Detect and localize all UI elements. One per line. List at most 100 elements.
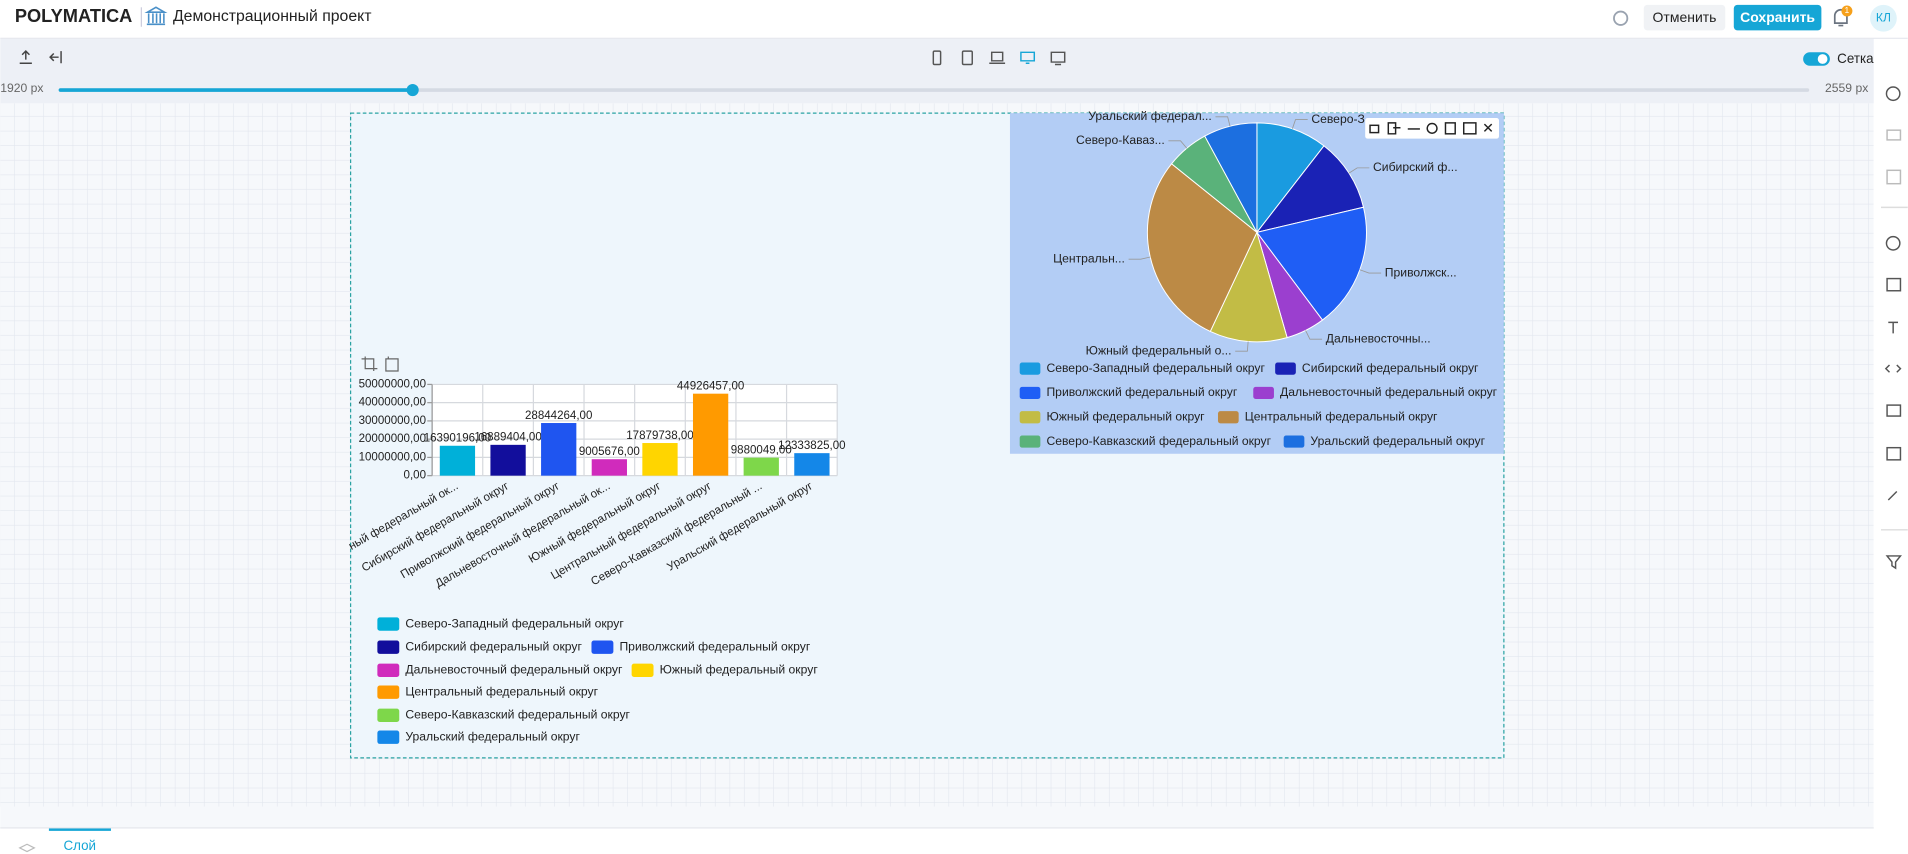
legend-swatch (1217, 411, 1239, 424)
min-width: 1920 px (0, 81, 43, 95)
slice-label: Северо-З... (1311, 112, 1375, 126)
icon-copy[interactable] (1444, 122, 1456, 135)
bar (490, 444, 526, 476)
transform-icon[interactable] (361, 356, 378, 372)
legend-label: Уральский федеральный округ (1310, 434, 1485, 448)
legend-swatch (1019, 411, 1041, 424)
footer (0, 827, 1874, 854)
icon-palette[interactable] (1885, 86, 1901, 102)
y-tick-label: 20000000,00 (359, 433, 426, 445)
y-tick-label: 10000000,00 (359, 451, 426, 463)
legend-swatch (591, 640, 614, 654)
bar (692, 393, 729, 476)
legend-label: Дальневосточный федеральный округ (1280, 385, 1498, 399)
device-laptop[interactable] (989, 51, 1006, 64)
legend-swatch (1019, 435, 1041, 448)
label-leader (1128, 256, 1151, 260)
grid-toggle-knob (1817, 54, 1828, 64)
notification-count: 1 (1845, 5, 1850, 15)
notification-badge (1841, 5, 1853, 17)
collapse-icon[interactable] (49, 51, 62, 64)
icon-pie[interactable] (1885, 235, 1901, 251)
data-label: 12333825,00 (778, 440, 845, 452)
device-phone[interactable] (932, 50, 942, 66)
bar (541, 423, 577, 476)
y-tick-label: 0,00 (404, 470, 426, 482)
data-label: 28844264,00 (525, 410, 592, 422)
transform-icon[interactable] (385, 356, 399, 372)
slider-knob[interactable] (406, 83, 419, 97)
slice-label: Южный федеральный о... (1086, 343, 1232, 357)
device-desktop[interactable] (1020, 51, 1036, 64)
legend-swatch (377, 730, 400, 744)
icon-link[interactable] (1887, 490, 1898, 501)
icon-video[interactable] (1886, 404, 1902, 417)
legend-label: Сибирский федеральный округ (405, 639, 582, 653)
device-tablet[interactable] (961, 50, 973, 66)
y-tick-label: 40000000,00 (359, 397, 426, 409)
legend-label: Северо-Кавказский федеральный округ (1046, 434, 1271, 448)
sidebar-icons (1880, 86, 1908, 570)
cancel-button[interactable] (1643, 4, 1726, 31)
icon-exit[interactable] (1387, 122, 1401, 135)
header (0, 0, 1908, 38)
icon-image[interactable] (1886, 446, 1902, 461)
slice-label: Дальневосточны... (1326, 331, 1431, 345)
settings-icon[interactable] (1613, 10, 1629, 26)
logo[interactable]: POLYMATICA (15, 5, 133, 26)
legend-label: Северо-Западный федеральный округ (405, 616, 624, 630)
legend-swatch (631, 663, 654, 677)
icon-table[interactable] (1886, 277, 1902, 292)
right-sidebar (1873, 38, 1908, 854)
export-icon[interactable] (19, 50, 32, 64)
widget-toolbar-bg (1365, 118, 1500, 139)
data-label: 9880049,00 (731, 444, 792, 456)
icon-frame[interactable] (1886, 169, 1902, 185)
avatar[interactable] (1870, 4, 1897, 32)
layer-tab[interactable]: Слой (64, 838, 97, 853)
data-label: 16889404,00 (474, 432, 541, 444)
legend-label: Приволжский федеральный округ (619, 639, 810, 653)
bar (743, 457, 779, 476)
legend-swatch (1283, 435, 1305, 448)
legend-label: Северо-Кавказский федеральный округ (405, 708, 630, 722)
label-leader (1235, 341, 1249, 352)
slice-label: Приволжск... (1385, 265, 1457, 279)
icon-filter[interactable] (1885, 555, 1902, 570)
legend-label: Дальневосточный федеральный округ (405, 663, 623, 677)
y-tick-label: 50000000,00 (359, 378, 426, 390)
label-leader (1168, 140, 1188, 149)
icon-layers[interactable] (1886, 129, 1902, 141)
layers-icon (18, 843, 36, 853)
slider-track[interactable] (58, 88, 1810, 92)
legend-label: Уральский федеральный округ (405, 729, 580, 743)
data-label: 44926457,00 (677, 380, 744, 392)
pie-slice (1204, 122, 1258, 233)
save-button[interactable] (1733, 4, 1822, 31)
label-leader (1305, 330, 1323, 340)
y-tick-label: 30000000,00 (359, 415, 426, 427)
pie-slice (1255, 145, 1365, 234)
project-icon (144, 6, 168, 26)
slice-label: Уральский федерал... (1088, 109, 1212, 123)
max-width: 2559 px (1825, 81, 1868, 95)
icon-fullscreen[interactable] (1462, 122, 1477, 135)
label-leader (1359, 269, 1382, 274)
icon-code[interactable] (1884, 364, 1902, 373)
legend-label: Сибирский федеральный округ (1302, 361, 1479, 375)
icon-settings[interactable] (1426, 122, 1438, 134)
tab-indicator (48, 828, 111, 831)
bar (642, 443, 678, 476)
legend-swatch (377, 708, 400, 723)
legend-label: Центральный федеральный округ (1245, 409, 1438, 423)
label-leader (1348, 167, 1370, 174)
icon-text[interactable] (1888, 321, 1899, 334)
legend-swatch (377, 617, 400, 631)
slice-label: Центральн... (1053, 251, 1125, 265)
device-wide[interactable] (1050, 51, 1066, 66)
icon-close[interactable] (1483, 123, 1493, 132)
icon-lock[interactable] (1369, 124, 1380, 134)
pie-chart[interactable]: Северо-З... Сибирский ф... Приволжск... Дал… (1019, 109, 1498, 448)
pie-slice (1256, 206, 1367, 321)
